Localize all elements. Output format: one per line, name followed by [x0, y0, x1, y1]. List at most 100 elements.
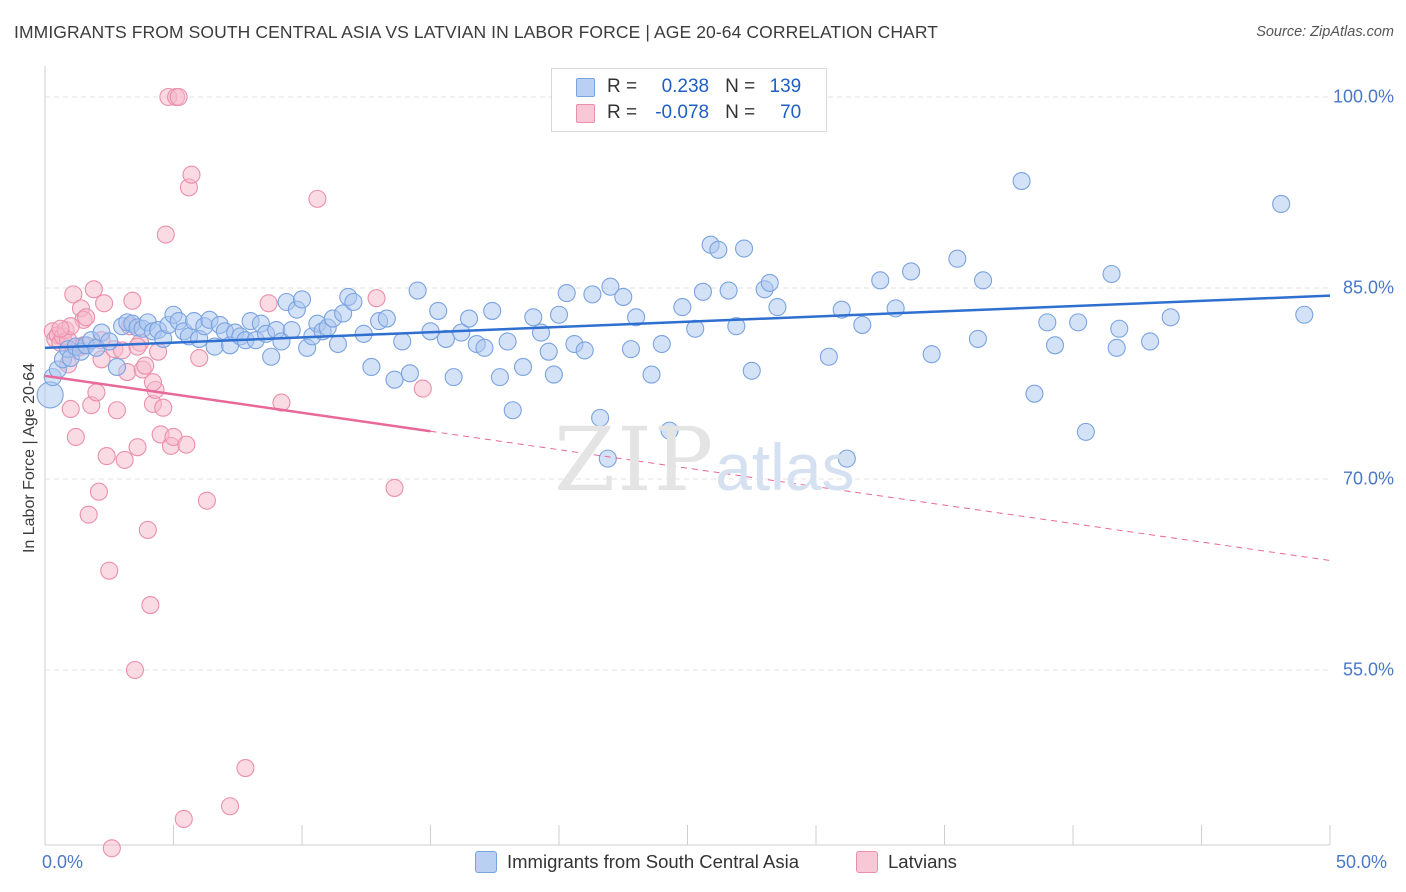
point-south-central-asia-64 — [385, 370, 404, 389]
point-south-central-asia-103 — [709, 240, 728, 259]
point-latvians-49 — [174, 809, 193, 829]
point-south-central-asia-49 — [292, 290, 312, 309]
pink-swatch-icon — [576, 103, 595, 123]
watermark-zip: ZIP — [554, 408, 716, 511]
point-south-central-asia-119 — [922, 345, 941, 364]
point-latvians-60 — [367, 289, 386, 308]
point-latvians-27 — [115, 450, 134, 469]
point-south-central-asia-97 — [652, 334, 671, 354]
point-south-central-asia-57 — [334, 304, 353, 323]
point-latvians-18 — [89, 482, 109, 501]
point-south-central-asia-96 — [642, 365, 661, 384]
point-south-central-asia-131 — [1110, 319, 1129, 338]
blue-swatch-icon — [475, 851, 497, 873]
point-south-central-asia-104 — [719, 281, 738, 300]
point-south-central-asia-135 — [1295, 305, 1314, 324]
point-south-central-asia-67 — [408, 281, 427, 300]
stats-legend-row-blue: R = 0.238 N = 139 — [576, 76, 801, 98]
blue-swatch-icon — [576, 77, 595, 97]
point-south-central-asia-118 — [902, 262, 921, 281]
y-tick-label-1: 85.0% — [1342, 277, 1394, 298]
point-latvians-23 — [102, 839, 121, 858]
point-south-central-asia-93 — [614, 287, 633, 306]
point-latvians-16 — [84, 280, 103, 299]
point-south-central-asia-73 — [459, 309, 479, 328]
point-south-central-asia-43 — [262, 347, 281, 366]
point-south-central-asia-125 — [1038, 313, 1057, 332]
point-south-central-asia-13 — [107, 357, 127, 376]
trend-line-latvians-extension — [430, 430, 1331, 561]
point-south-central-asia-79 — [503, 401, 522, 420]
point-south-central-asia-132 — [1141, 332, 1160, 351]
point-latvians-43 — [156, 225, 175, 244]
point-south-central-asia-130 — [1107, 338, 1126, 357]
point-latvians-57 — [259, 294, 278, 313]
point-south-central-asia-127 — [1069, 313, 1088, 332]
point-south-central-asia-76 — [483, 301, 502, 320]
point-south-central-asia-114 — [837, 449, 856, 468]
point-south-central-asia-113 — [832, 300, 851, 319]
point-latvians-25 — [107, 401, 127, 420]
y-tick-label-3: 55.0% — [1342, 659, 1394, 680]
point-latvians-68 — [51, 319, 70, 338]
y-tick-label-0: 100.0% — [1332, 86, 1394, 107]
n-label: N = — [725, 76, 756, 97]
n-value-pink: 70 — [780, 102, 802, 123]
point-south-central-asia-84 — [544, 365, 563, 384]
y-axis-label: In Labor Force | Age 20-64 — [21, 362, 38, 554]
point-latvians-56 — [236, 758, 255, 778]
point-south-central-asia-80 — [513, 357, 533, 376]
point-latvians-52 — [182, 165, 201, 184]
point-latvians-17 — [87, 383, 106, 402]
legend-item-south-central-asia[interactable]: Immigrants from South Central Asia — [475, 851, 799, 873]
point-south-central-asia-134 — [1272, 194, 1291, 214]
point-south-central-asia-71 — [444, 368, 463, 387]
n-label: N = — [725, 102, 756, 123]
legend-label-south-central-asia: Immigrants from South Central Asia — [507, 851, 799, 872]
point-south-central-asia-88 — [575, 341, 594, 360]
point-south-central-asia-47 — [282, 320, 301, 340]
n-value-blue: 139 — [769, 76, 802, 97]
point-south-central-asia-123 — [1012, 171, 1031, 191]
point-south-central-asia-98 — [660, 421, 679, 440]
point-latvians-67 — [143, 373, 162, 392]
legend-item-latvians[interactable]: Latvians — [856, 851, 957, 873]
point-latvians-62 — [413, 379, 432, 398]
point-latvians-53 — [190, 348, 209, 368]
point-latvians-30 — [123, 291, 142, 310]
r-label: R = — [607, 102, 638, 123]
point-south-central-asia-75 — [475, 338, 494, 357]
stats-legend-row-pink: R = -0.078 N = 70 — [576, 102, 801, 124]
point-south-central-asia-99 — [673, 298, 692, 317]
point-latvians-8 — [64, 285, 83, 304]
point-south-central-asia-66 — [400, 364, 419, 383]
point-latvians-50 — [177, 435, 196, 454]
point-south-central-asia-129 — [1102, 264, 1121, 284]
point-latvians-58 — [272, 393, 291, 412]
point-latvians-42 — [154, 398, 173, 417]
x-tick-label-max: 50.0% — [1336, 852, 1388, 872]
point-south-central-asia-106 — [734, 239, 754, 258]
point-south-central-asia-72 — [452, 323, 471, 342]
point-latvians-59 — [308, 189, 327, 208]
point-latvians-55 — [220, 797, 240, 816]
point-south-central-asia-122 — [973, 271, 993, 290]
point-south-central-asia-92 — [601, 277, 620, 296]
point-south-central-asia-109 — [760, 273, 779, 292]
point-south-central-asia-89 — [583, 285, 602, 304]
pink-swatch-icon — [856, 851, 878, 873]
series-legend: Immigrants from South Central Asia Latvi… — [0, 851, 1406, 879]
stats-legend: R = 0.238 N = 139 R = -0.078 N = 70 — [551, 68, 827, 132]
gridlines — [45, 96, 1330, 671]
point-latvians-21 — [97, 447, 116, 466]
point-latvians-36 — [138, 520, 157, 539]
point-latvians-54 — [197, 491, 216, 510]
trend-line-latvians — [44, 374, 431, 433]
trend-lines — [44, 294, 1331, 561]
south-central-asia-points — [36, 87, 1314, 468]
point-south-central-asia-12 — [100, 332, 119, 351]
x-tick-label-min: 0.0% — [42, 852, 84, 872]
point-latvians-66 — [128, 337, 147, 356]
r-value-pink: -0.078 — [655, 102, 710, 123]
